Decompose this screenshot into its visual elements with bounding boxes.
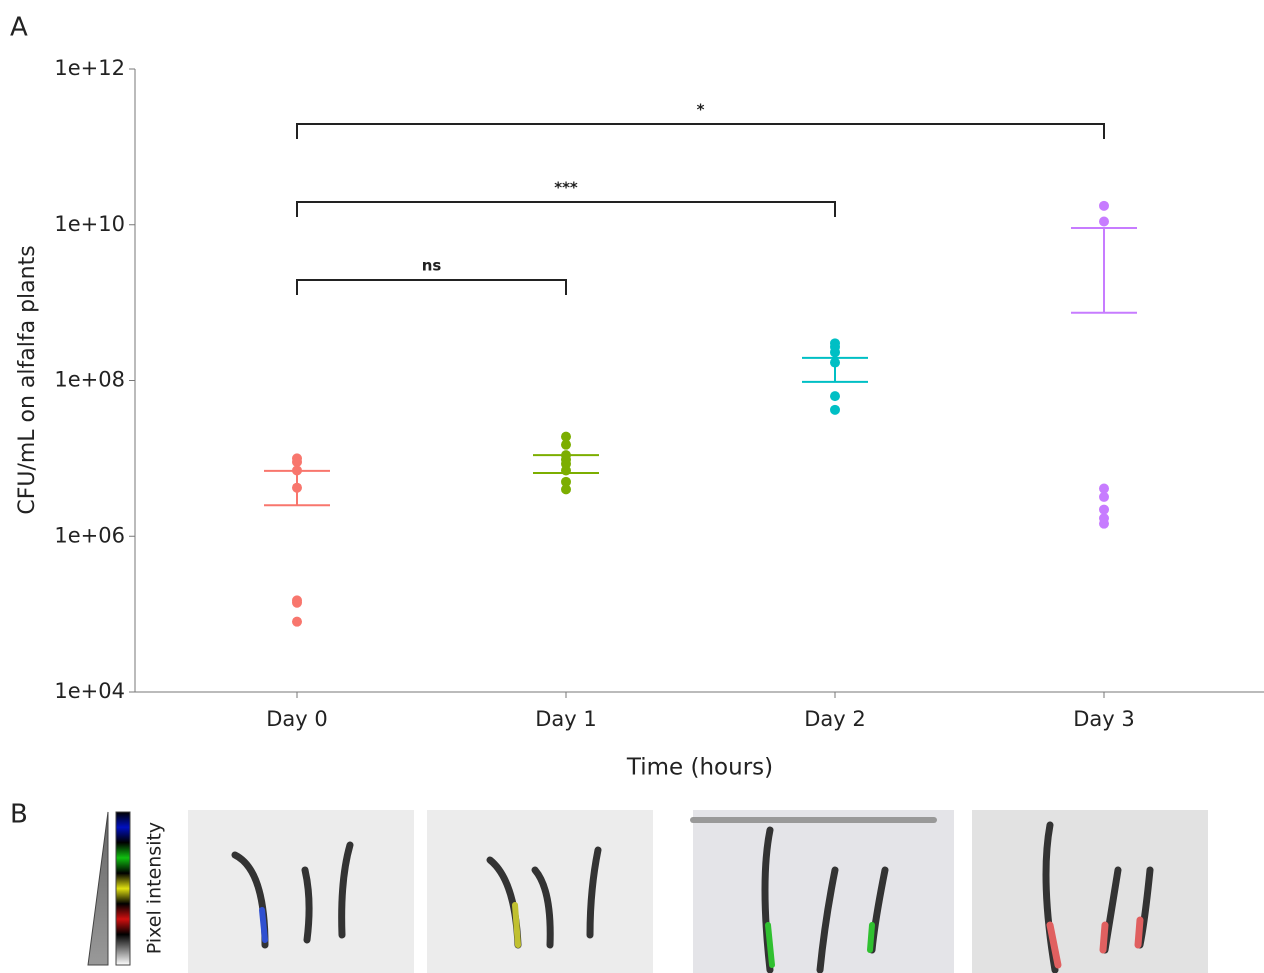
signal [765, 922, 875, 968]
data-point [1099, 518, 1109, 529]
significance-bracket [296, 201, 836, 217]
x-tick-label: Day 1 [535, 707, 597, 731]
intensity-wedge [87, 811, 109, 966]
data-point [1099, 504, 1109, 515]
signal [1046, 916, 1144, 969]
y-tick-label: 1e+04 [54, 679, 125, 703]
data-point [561, 439, 571, 450]
significance-bracket [296, 123, 1105, 139]
panel-label: A [10, 13, 28, 43]
panel-b: Pixel intensity [87, 810, 1208, 973]
data-point [1099, 216, 1109, 227]
data-point [292, 482, 302, 493]
y-tick-label: 1e+06 [54, 523, 125, 547]
x-tick-label: Day 2 [804, 707, 866, 731]
seedling [338, 841, 354, 939]
data-point [292, 465, 302, 476]
data-point [561, 465, 571, 476]
data-point [292, 616, 302, 627]
signal [512, 902, 521, 948]
seedling [816, 866, 839, 973]
x-tick-label: Day 3 [1073, 707, 1135, 731]
data-point [292, 456, 302, 467]
data-point [830, 404, 840, 415]
data-point [1099, 483, 1109, 494]
x-tick-label: Day 0 [266, 707, 328, 731]
significance-label: ns [422, 257, 442, 275]
y-tick-label: 1e+10 [54, 212, 125, 236]
significance-label: * [697, 101, 705, 119]
photo [972, 810, 1208, 973]
y-tick-label: 1e+08 [54, 368, 125, 392]
seedling [531, 866, 554, 949]
data-point [1099, 200, 1109, 211]
data-point [1099, 491, 1109, 502]
photo [188, 810, 414, 973]
y-tick-label: 1e+12 [54, 56, 125, 80]
photo [427, 810, 653, 973]
data-point [561, 431, 571, 442]
significance-label: *** [554, 179, 578, 197]
photos [188, 810, 1208, 973]
color-bar [115, 811, 131, 966]
data-point [561, 484, 571, 495]
data-point [830, 391, 840, 402]
data-point [292, 597, 302, 608]
significance-bracket [296, 279, 567, 295]
color-bar-label: Pixel intensity [144, 822, 166, 954]
data-point [830, 357, 840, 368]
data-point [830, 347, 840, 358]
data-point [561, 476, 571, 487]
signal [259, 907, 268, 943]
x-axis-title: Time (hours) [626, 755, 773, 781]
panel-label: B [10, 800, 28, 830]
y-axis-title: CFU/mL on alfalfa plants [15, 245, 40, 514]
seedling [301, 866, 313, 944]
seedling [586, 846, 602, 939]
